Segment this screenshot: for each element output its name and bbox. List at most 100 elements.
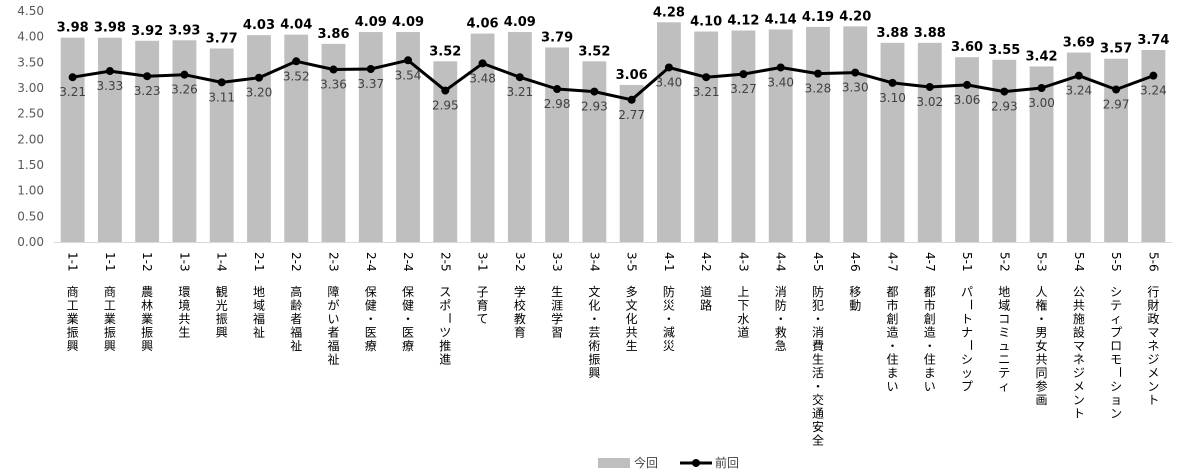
category-name-char: 興 [588,366,600,380]
category-name-char: 域 [253,299,265,313]
previous-value-label: 3.54 [395,68,422,82]
bars [60,22,1166,243]
category-name-char: 活 [812,366,824,380]
category-name-char: 学 [551,311,563,326]
category-name-char: 創 [886,312,898,326]
bar-value-label: 3.86 [317,27,349,42]
previous-value-label: 3.27 [730,82,757,96]
bar [135,40,160,243]
category-name-char: ィ [1110,312,1122,326]
category-name-char: 者 [290,312,302,326]
bar [97,37,122,243]
previous-point [627,95,636,104]
category-name-char: 振 [67,326,79,340]
category-name-char: シ [1110,285,1122,299]
legend: 今回 前回 [598,455,739,470]
category-name-char: ー [964,298,978,310]
category-name-char: 路 [700,298,712,313]
previous-value-label: 3.40 [767,75,794,89]
previous-value-label: 3.23 [134,84,161,98]
bar-value-label: 4.20 [839,9,871,24]
category-name-char: 業 [104,312,116,326]
category-name-char: 犯 [812,299,824,313]
previous-point [68,73,77,82]
legend-marker-previous [692,459,700,467]
bar-value-label: 4.09 [355,15,387,30]
category-name-char: ン [1110,407,1122,421]
category-name-char: 保 [402,285,414,299]
category-name-char: 上 [737,285,749,299]
category-name-char: 消 [775,285,787,299]
category-name-char: い [924,380,936,394]
previous-point [1112,85,1121,94]
previous-value-labels: 3.21 3.33 3.23 3.26 3.11 3.20 3.52 3.36 3.37 3.54… [59,68,1166,122]
category-name-char: 災 [663,339,675,353]
x-category-label: 4-2 道路 [699,252,713,313]
category-code: 2-2 [289,252,303,272]
category-name-char: 減 [663,325,675,340]
category-name-char: 興 [67,339,79,353]
category-name-char: 健 [402,299,414,313]
x-category-label: 2-4 保健・医療 [401,252,415,353]
legend-label-previous: 前回 [715,455,739,470]
category-name-char: 術 [588,339,600,353]
y-tick-label: 0.00 [17,235,44,249]
bar-value-label: 4.06 [467,17,499,32]
previous-point [813,69,822,78]
category-code: 3-2 [513,252,527,272]
category-name-char: ジ [1073,366,1085,380]
previous-series-line [72,58,1154,102]
bar [917,42,942,243]
bar [1141,50,1166,242]
previous-point [1074,71,1083,80]
bar-value-label: 4.10 [690,15,722,30]
category-name-char: ネ [1073,353,1085,367]
category-name-char: 都 [924,285,936,299]
previous-point [1000,87,1009,96]
y-tick-label: 2.50 [17,107,44,121]
category-name-char: 化 [626,312,638,326]
x-category-label: 4-6 移動 [848,252,862,313]
bar [694,31,719,243]
previous-point [254,73,263,82]
category-name-char: 境 [178,298,190,313]
bar [880,42,905,243]
bar [1066,52,1091,242]
category-name-char: ・ [924,339,936,353]
x-category-label: 3-1 子育て [476,252,490,326]
bar-value-label: 3.92 [131,24,163,39]
category-name-char: テ [1110,299,1122,313]
previous-value-label: 3.33 [97,79,124,93]
previous-value-label: 3.06 [954,93,981,107]
category-code: 5-3 [1035,252,1049,272]
previous-value-label: 3.36 [320,78,347,92]
bar [1104,58,1129,242]
category-name-char: 健 [365,299,377,313]
legend-label-current: 今回 [634,455,658,470]
previous-value-label: 3.26 [171,83,198,97]
bar [433,61,458,242]
category-name-char: 防 [812,284,824,299]
category-name-char: 学 [514,284,526,299]
category-code: 5-4 [1072,252,1086,272]
category-name-char: 安 [812,419,824,434]
category-name-char: ミ [998,326,1010,340]
previous-value-label: 3.30 [842,81,869,95]
category-name-char: 動 [849,299,861,313]
category-name-char: 観 [216,285,228,299]
category-name-char: ・ [1036,312,1048,326]
category-name-char: 域 [998,299,1010,313]
category-name-char: 福 [253,311,265,326]
bar [843,26,868,243]
category-code: 1-1 [103,252,117,272]
previous-point [1149,71,1158,80]
category-name-char: ー [442,312,456,324]
